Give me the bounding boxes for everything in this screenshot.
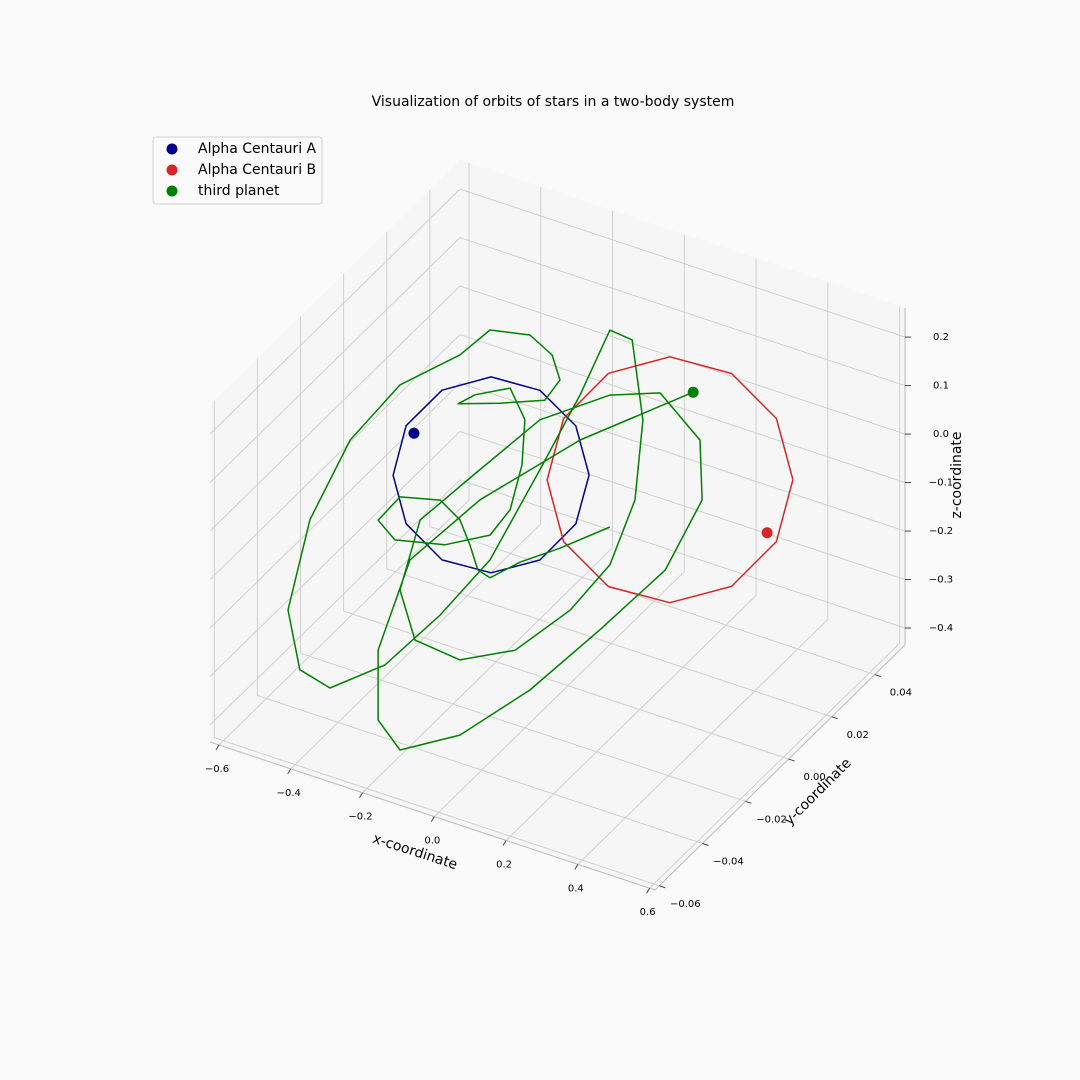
grid-line [649, 642, 900, 889]
x-tick-label: −0.6 [205, 764, 229, 775]
tick-mark [831, 716, 838, 720]
grid-line [209, 237, 461, 483]
legend-label: Alpha Centauri B [198, 162, 316, 178]
y-tick-label: 0.04 [890, 688, 912, 699]
y-tick-label: −0.04 [713, 857, 744, 868]
x-tick-label: 0.2 [496, 859, 512, 870]
grid-line [209, 431, 461, 677]
tick-mark [287, 768, 292, 775]
tick-mark [215, 744, 220, 751]
z-tick-label: 0.1 [933, 381, 949, 392]
y-tick-label: 0.02 [847, 730, 869, 741]
x-tick-label: −0.4 [277, 788, 301, 799]
x-tick-label: 0.0 [424, 836, 440, 847]
grid-line [214, 737, 660, 887]
plot-area [287, 329, 794, 751]
y-tick-label: −0.02 [756, 814, 787, 825]
grid-line [290, 523, 542, 770]
tick-mark [502, 840, 507, 846]
grid-line [459, 431, 906, 581]
z-tick-label: 0.2 [933, 332, 949, 343]
axes: −0.6 −0.4 −0.2 0.0 0.2 0.4 0.6 −0.06 −0.04 −0.02 0… [205, 308, 953, 918]
legend-marker [166, 164, 178, 176]
grid-line [459, 237, 906, 387]
grid-line [505, 595, 757, 841]
tick-mark [574, 864, 579, 870]
grid [209, 162, 906, 889]
orbit-line [392, 376, 590, 574]
grid-line [300, 652, 746, 802]
z-tick-label: −0.2 [929, 526, 953, 537]
body-marker [408, 427, 420, 439]
tick-mark [788, 758, 795, 762]
x-tick-label: 0.6 [640, 907, 656, 918]
tick-mark [745, 800, 752, 804]
grid-line [362, 547, 613, 794]
grid-line [218, 499, 470, 746]
grid-line [459, 479, 906, 629]
left-pane [210, 160, 460, 742]
orbit-line [287, 329, 703, 751]
y-tick-label: −0.06 [670, 899, 701, 910]
grid-line [386, 568, 832, 718]
legend-label: Alpha Centauri A [198, 141, 317, 157]
legend-marker [166, 143, 178, 155]
z-tick-label: −0.1 [929, 478, 953, 489]
z-tick-label: −0.4 [929, 623, 953, 634]
tick-mark [702, 843, 709, 847]
grid-line [209, 479, 461, 726]
legend-label: third planet [198, 183, 280, 199]
grid-line [257, 695, 703, 845]
x-tick-label: 0.4 [568, 883, 584, 894]
legend-box [152, 136, 323, 205]
back-pane [460, 160, 905, 645]
y-tick-label: 0.00 [803, 772, 825, 783]
tick-mark [430, 816, 435, 822]
chart-title: Visualization of orbits of stars in a tw… [372, 94, 735, 110]
tick-mark [359, 792, 363, 798]
legend: Alpha Centauri A Alpha Centauri B third pl… [152, 136, 323, 205]
body-marker [761, 527, 773, 539]
body-marker [687, 386, 699, 398]
panes [210, 160, 905, 890]
grid-line [429, 526, 875, 676]
x-tick-label: −0.2 [348, 812, 372, 823]
z-axis-label: z-coordinate [949, 431, 965, 518]
floor-pane [210, 497, 905, 890]
z-tick-label: −0.3 [929, 575, 953, 586]
grid-line [459, 382, 906, 532]
tick-mark [646, 887, 651, 894]
grid-line [459, 188, 906, 338]
grid-line [577, 618, 829, 865]
orbit-line [546, 356, 794, 604]
grid-line [209, 285, 461, 532]
legend-marker [166, 185, 178, 197]
x-axis-line [209, 741, 656, 891]
grid-line [433, 571, 685, 817]
grid-line [459, 334, 906, 484]
grid-line [209, 188, 461, 435]
grid-line [209, 382, 461, 629]
y-axis-line [654, 644, 906, 891]
tick-mark [659, 885, 666, 889]
tick-mark [874, 674, 881, 678]
z-tick-label: 0.0 [933, 429, 949, 440]
